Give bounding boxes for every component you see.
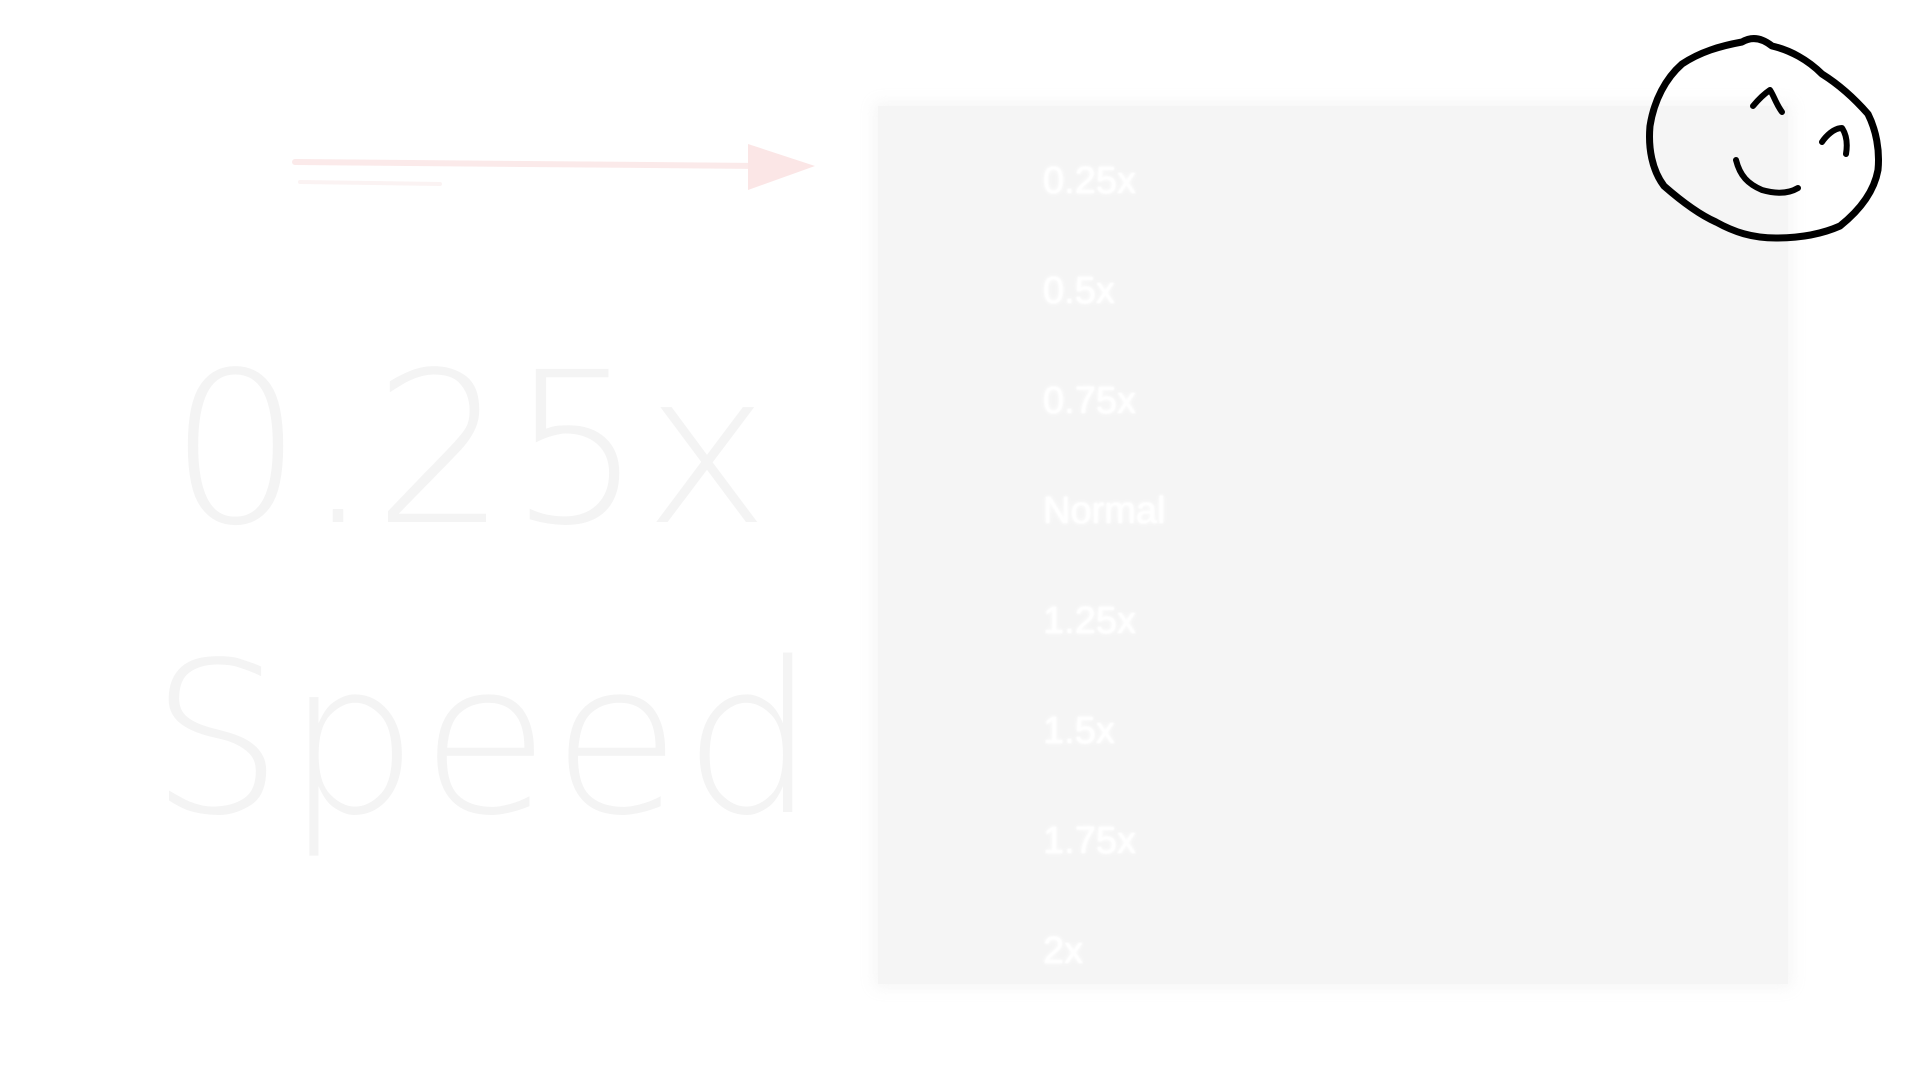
right-arrow-icon	[292, 144, 815, 190]
speed-option-1-5x[interactable]: 1.5x	[878, 676, 1788, 786]
speed-option-1-25x[interactable]: 1.25x	[878, 566, 1788, 676]
speed-option-2x[interactable]: 2x	[878, 896, 1788, 1006]
speed-title: 0.25x Speed	[150, 305, 819, 885]
speed-title-label: Speed	[150, 617, 819, 862]
speed-option-label: 0.75x	[1043, 379, 1136, 422]
speed-option-label: 2x	[1043, 929, 1084, 972]
playback-speed-menu: 0.25x 0.5x 0.75x Normal 1.25x 1.5x 1.75x…	[878, 106, 1788, 984]
speed-option-normal[interactable]: Normal	[878, 456, 1788, 566]
speed-option-label: 0.25x	[1043, 159, 1136, 202]
speed-option-0-5x[interactable]: 0.5x	[878, 236, 1788, 346]
speed-title-value: 0.25x	[169, 327, 771, 572]
speed-option-label: 1.75x	[1043, 819, 1136, 862]
speed-option-label: Normal	[1043, 489, 1166, 532]
speed-option-0-75x[interactable]: 0.75x	[878, 346, 1788, 456]
smiley-face-icon	[1646, 35, 1882, 242]
speed-option-label: 1.25x	[1043, 599, 1136, 642]
speed-option-label: 1.5x	[1043, 709, 1115, 752]
speed-option-label: 0.5x	[1043, 269, 1115, 312]
speed-option-0-25x[interactable]: 0.25x	[878, 126, 1788, 236]
speed-option-1-75x[interactable]: 1.75x	[878, 786, 1788, 896]
